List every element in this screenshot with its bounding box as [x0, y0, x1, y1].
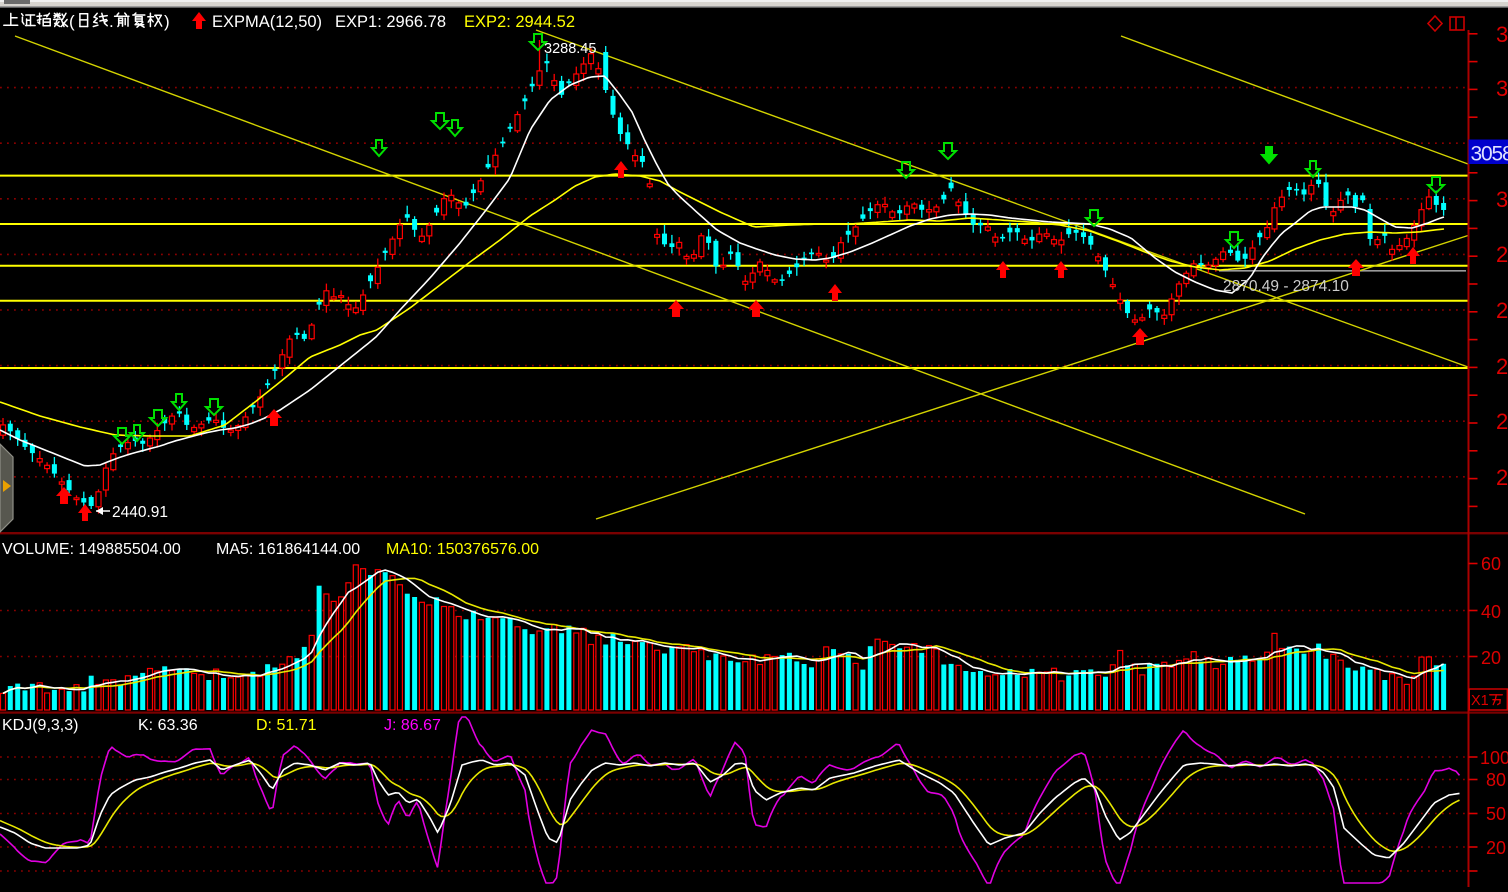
svg-text:MA5: 161864144.00: MA5: 161864144.00	[216, 541, 360, 558]
svg-text:30: 30	[1496, 187, 1508, 212]
svg-text:VOLUME: 149885504.00: VOLUME: 149885504.00	[2, 541, 181, 558]
svg-text:60: 60	[1481, 554, 1501, 574]
svg-text:J: 86.67: J: 86.67	[384, 717, 441, 734]
svg-text:40: 40	[1481, 602, 1501, 622]
svg-text:): )	[164, 12, 170, 31]
svg-text:KDJ(9,3,3): KDJ(9,3,3)	[2, 717, 78, 734]
svg-text:27: 27	[1496, 354, 1508, 379]
svg-text:(: (	[69, 12, 75, 31]
svg-text:3058: 3058	[1471, 143, 1508, 166]
svg-text:2440.91: 2440.91	[112, 504, 168, 521]
svg-text:X1: X1	[1471, 693, 1489, 709]
svg-text:D: 51.71: D: 51.71	[256, 717, 317, 734]
svg-text:20: 20	[1486, 838, 1506, 858]
svg-text:25: 25	[1496, 465, 1508, 490]
svg-text:50: 50	[1486, 804, 1506, 824]
svg-text:29: 29	[1496, 242, 1508, 267]
svg-text:26: 26	[1496, 409, 1508, 434]
svg-text:28: 28	[1496, 298, 1508, 323]
svg-text:32: 32	[1496, 76, 1508, 101]
svg-text:33: 33	[1496, 22, 1508, 47]
svg-text:.: .	[109, 12, 114, 31]
svg-text:20: 20	[1481, 648, 1501, 668]
svg-text:100: 100	[1480, 748, 1508, 768]
svg-text:EXP2: 2944.52: EXP2: 2944.52	[464, 13, 575, 31]
svg-text:3288.45: 3288.45	[544, 41, 596, 57]
svg-text:2870.49 - 2874.10: 2870.49 - 2874.10	[1223, 278, 1349, 295]
svg-text:80: 80	[1486, 770, 1506, 790]
svg-text:EXP1: 2966.78: EXP1: 2966.78	[335, 13, 446, 31]
svg-text:K: 63.36: K: 63.36	[138, 717, 198, 734]
svg-text:EXPMA(12,50): EXPMA(12,50)	[212, 13, 322, 31]
svg-text:MA10: 150376576.00: MA10: 150376576.00	[386, 541, 539, 558]
